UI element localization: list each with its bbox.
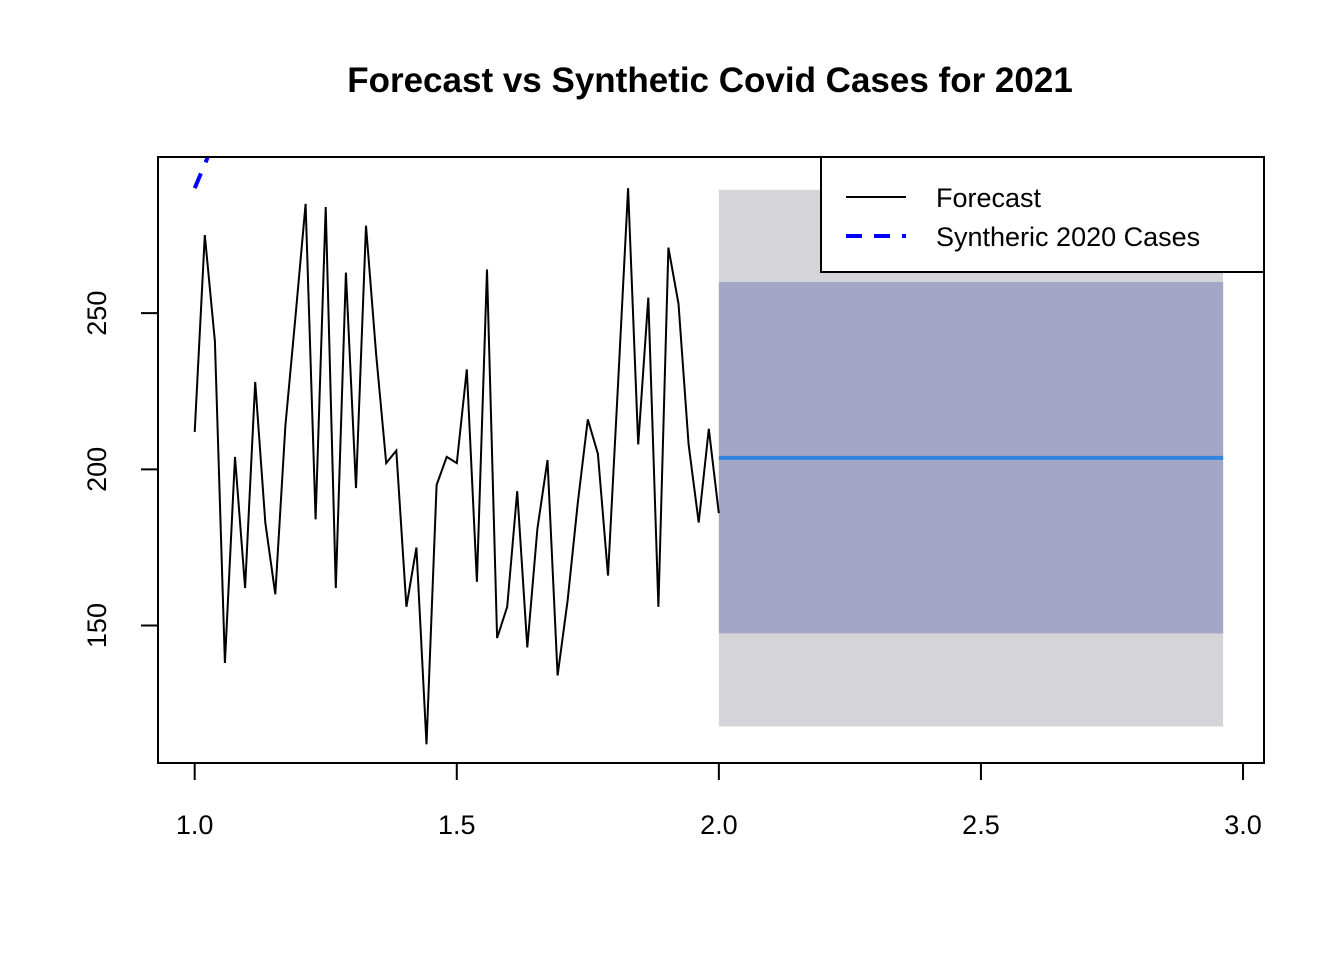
plot-area (192, 157, 1224, 745)
x-tick-label: 1.5 (438, 810, 476, 840)
y-tick-label: 150 (82, 603, 112, 648)
chart-title: Forecast vs Synthetic Covid Cases for 20… (347, 61, 1073, 100)
y-axis: 150 200 250 (82, 291, 159, 648)
synthetic-2020-line (192, 157, 211, 189)
x-tick-label: 1.0 (176, 810, 214, 840)
x-tick-label: 2.0 (700, 810, 738, 840)
y-tick-label: 250 (82, 291, 112, 336)
legend-box (820, 156, 1265, 273)
legend-label-synthetic: Syntheric 2020 Cases (936, 222, 1200, 252)
y-tick-label: 200 (82, 447, 112, 492)
history-series-line (193, 188, 720, 745)
legend-label-forecast: Forecast (936, 183, 1042, 213)
x-axis: 1.0 1.5 2.0 2.5 3.0 (176, 762, 1262, 840)
x-tick-label: 3.0 (1224, 810, 1262, 840)
legend: Forecast Syntheric 2020 Cases (820, 156, 1265, 273)
x-tick-label: 2.5 (962, 810, 1000, 840)
